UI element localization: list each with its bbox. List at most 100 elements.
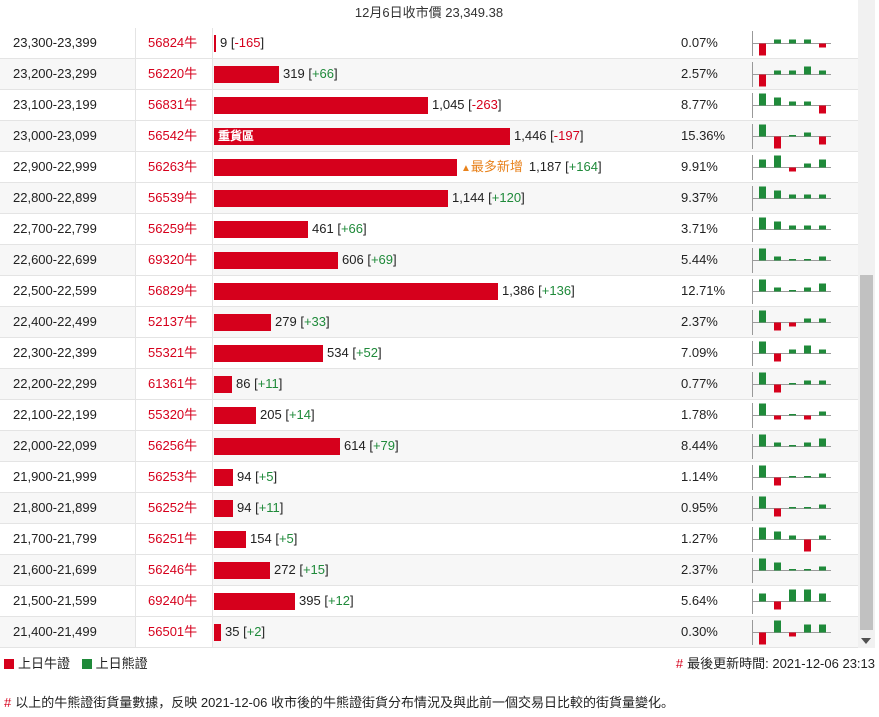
volume-change: +69	[370, 252, 393, 267]
sparkline-bar	[804, 569, 811, 571]
sparkline-bar	[759, 159, 766, 168]
cbbc-code-link[interactable]: 56829牛	[135, 276, 213, 306]
legend-bear-label: 上日熊證	[95, 656, 148, 671]
cbbc-code-link[interactable]: 56253牛	[135, 462, 213, 492]
volume-text: 35 [+2]	[225, 624, 266, 639]
volume-percent: 8.44%	[681, 438, 718, 453]
volume-count: 606	[342, 252, 364, 267]
sparkline-bar	[789, 135, 796, 137]
sparkline-bar	[789, 569, 796, 571]
volume-text: 94 [+11]	[237, 500, 284, 515]
volume-count: 94	[237, 500, 252, 515]
cbbc-code-link[interactable]: 56263牛	[135, 152, 213, 182]
volume-count: 1,187	[528, 159, 562, 174]
cbbc-code-link[interactable]: 56220牛	[135, 59, 213, 89]
cbbc-code-link[interactable]: 69240牛	[135, 586, 213, 616]
table-row: 22,900-22,999 56263牛 ▲最多新增 1,187 [+164] 9.91…	[0, 152, 858, 183]
closing-price-header: 12月6日收市價 23,349.38	[354, 5, 504, 20]
strike-range: 22,100-22,199	[13, 407, 97, 422]
volume-bar	[214, 97, 428, 114]
volume-percent: 3.71%	[681, 221, 718, 236]
sparkline-bar	[804, 318, 811, 323]
volume-percent: 7.09%	[681, 345, 718, 360]
sparkline-bar	[804, 163, 811, 168]
volume-text: 461 [+66]	[312, 221, 367, 236]
volume-bar	[214, 221, 308, 238]
volume-count: 614	[344, 438, 366, 453]
strike-range: 22,900-22,999	[13, 159, 97, 174]
strike-range: 22,500-22,599	[13, 283, 97, 298]
volume-text: 154 [+5]	[250, 531, 298, 546]
table-row: 21,800-21,899 56252牛 94 [+11] 0.95%	[0, 493, 858, 524]
cbbc-code-link[interactable]: 56539牛	[135, 183, 213, 213]
cbbc-code-link[interactable]: 56831牛	[135, 90, 213, 120]
volume-text: 86 [+11]	[236, 376, 283, 391]
volume-change: +14	[288, 407, 311, 422]
bull-swatch-icon	[4, 659, 14, 669]
strike-range: 23,100-23,199	[13, 97, 97, 112]
scrollbar-thumb[interactable]	[860, 275, 873, 630]
volume-bar	[214, 35, 216, 52]
sparkline-bar	[819, 566, 826, 571]
volume-change: +52	[355, 345, 378, 360]
sparkline-bar	[774, 477, 781, 486]
cbbc-code-link[interactable]: 56246牛	[135, 555, 213, 585]
cbbc-code-link[interactable]: 52137牛	[135, 307, 213, 337]
cbbc-table: 23,300-23,399 56824牛 9 [-165] 0.07% 23,200-2…	[0, 28, 858, 648]
cbbc-code-link[interactable]: 56251牛	[135, 524, 213, 554]
table-row: 22,400-22,499 52137牛 279 [+33] 2.37%	[0, 307, 858, 338]
sparkline-bar	[819, 256, 826, 261]
sparkline-bar	[789, 290, 796, 292]
change-sparkline	[752, 496, 831, 521]
legend-bull: 上日牛證	[4, 656, 70, 671]
volume-change: -197	[553, 128, 580, 143]
cbbc-code-link[interactable]: 56501牛	[135, 617, 213, 647]
volume-count: 154	[250, 531, 272, 546]
scrollbar[interactable]	[858, 0, 875, 648]
volume-bar	[214, 624, 221, 641]
change-sparkline	[752, 620, 831, 645]
sparkline-bar	[804, 589, 811, 602]
last-updated: # 最後更新時間: 2021-12-06 23:13	[676, 656, 875, 672]
cbbc-code-link[interactable]: 56259牛	[135, 214, 213, 244]
scroll-down-arrow-icon[interactable]	[861, 638, 871, 644]
sparkline-bar	[804, 442, 811, 447]
table-row: 22,500-22,599 56829牛 1,386 [+136] 12.71%	[0, 276, 858, 307]
volume-change: +136	[541, 283, 572, 298]
volume-text: 395 [+12]	[299, 593, 354, 608]
change-sparkline	[752, 31, 831, 56]
volume-change: +164	[568, 159, 598, 174]
volume-percent: 15.36%	[681, 128, 726, 143]
sparkline-bar	[789, 414, 796, 416]
volume-percent: 2.37%	[681, 314, 718, 329]
most-new-label: 最多新增	[470, 159, 523, 174]
sparkline-bar	[759, 372, 766, 385]
volume-count: 35	[225, 624, 240, 639]
volume-percent: 1.14%	[681, 469, 718, 484]
sparkline-bar	[789, 259, 796, 261]
volume-text: 1,386 [+136]	[502, 283, 575, 298]
sparkline-bar	[804, 259, 811, 261]
cbbc-code-link[interactable]: 56824牛	[135, 28, 213, 58]
cbbc-code-link[interactable]: 55320牛	[135, 400, 213, 430]
volume-bar	[214, 469, 233, 486]
volume-count: 1,144	[452, 190, 485, 205]
cbbc-code-link[interactable]: 56542牛	[135, 121, 213, 151]
legend-bull-label: 上日牛證	[18, 656, 71, 671]
sparkline-bar	[759, 632, 766, 645]
volume-bar	[214, 159, 457, 176]
volume-text: 272 [+15]	[274, 562, 329, 577]
change-sparkline	[752, 465, 831, 490]
volume-text: 94 [+5]	[237, 469, 278, 484]
volume-bar	[214, 376, 232, 393]
sparkline-bar	[774, 508, 781, 517]
cbbc-code-link[interactable]: 55321牛	[135, 338, 213, 368]
sparkline-bar	[759, 93, 766, 106]
cbbc-code-link[interactable]: 61361牛	[135, 369, 213, 399]
sparkline-bar	[759, 124, 766, 137]
cbbc-code-link[interactable]: 56256牛	[135, 431, 213, 461]
sparkline-bar	[774, 562, 781, 571]
cbbc-code-link[interactable]: 56252牛	[135, 493, 213, 523]
cbbc-code-link[interactable]: 69320牛	[135, 245, 213, 275]
sparkline-bar	[789, 632, 796, 637]
